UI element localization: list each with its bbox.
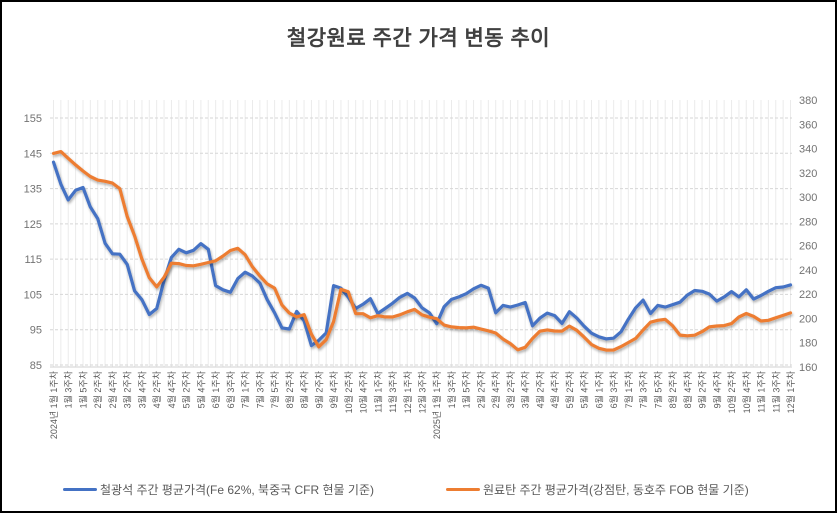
x-axis-tick-label: 11월 1주차 [756, 370, 767, 412]
x-axis-tick-label: 5월 4주차 [579, 370, 590, 408]
x-axis-tick-label: 3월 4주차 [520, 370, 531, 408]
x-axis-tick-label: 11월 1주차 [372, 370, 383, 412]
x-axis-tick-label: 7월 5주차 [269, 370, 280, 408]
x-axis-tick-label: 4월 2주차 [534, 370, 545, 408]
x-axis-tick-label: 10월 2주차 [343, 370, 354, 413]
x-axis-tick-label: 2월 4주차 [490, 370, 501, 408]
x-axis-tick-label: 12월 1주차 [402, 370, 413, 413]
x-axis-tick-label: 6월 3주차 [225, 370, 236, 408]
y-axis-left-tick-label: 95 [30, 325, 42, 337]
x-axis-tick-label: 3월 4주차 [136, 370, 147, 408]
x-axis-tick-label: 10월 4주차 [358, 370, 369, 413]
x-axis-tick-label: 4월 2주차 [151, 370, 162, 408]
y-axis-right-tick-label: 180 [799, 338, 817, 350]
x-axis-tick-label: 9월 2주차 [313, 370, 324, 408]
x-axis-tick-label: 9월 2주차 [697, 370, 708, 408]
y-axis-right-tick-label: 160 [799, 362, 817, 374]
y-axis-right-tick-label: 220 [799, 289, 817, 301]
y-axis-right-tick-label: 260 [799, 241, 817, 253]
y-axis-right-tick-label: 240 [799, 265, 817, 277]
x-axis-tick-label: 10월 2주차 [726, 370, 737, 413]
x-axis-tick-label: 6월 3주차 [608, 370, 619, 408]
x-axis-tick-label: 8월 2주차 [284, 370, 295, 408]
iron-ore-price-line [51, 160, 793, 348]
y-axis-left-tick-label: 155 [24, 113, 42, 125]
x-axis-tick-label: 7월 1주차 [623, 370, 634, 408]
x-axis-tick-label: 1월 3주차 [446, 370, 457, 408]
x-axis-tick-label: 2024년 1월 1주차 [48, 370, 59, 439]
iron-ore-line-swatch-icon [63, 487, 97, 492]
x-axis-tick-label: 7월 5주차 [652, 370, 663, 408]
x-axis-tick-label: 1월 3주차 [63, 370, 74, 408]
x-axis-tick-label: 11월 3주차 [770, 370, 781, 412]
x-axis-tick-label: 4월 4주차 [166, 370, 177, 408]
chart-title: 철강원료 주간 가격 변동 추이 [286, 27, 551, 50]
x-axis-tick-label: 7월 3주차 [254, 370, 265, 408]
x-axis-tick-label: 8월 4주차 [682, 370, 693, 408]
x-axis-tick-label: 1월 5주차 [461, 370, 472, 408]
legend-item-iron-ore: 철광석 주간 평균가격(Fe 62%, 북중국 CFR 현물 기준) [63, 481, 374, 498]
x-axis-tick-label: 6월 1주차 [210, 370, 221, 408]
coking-coal-line-swatch-icon [446, 487, 480, 492]
y-axis-right-tick-label: 360 [799, 119, 817, 131]
x-axis-tick-label: 12월 1주차 [785, 370, 796, 413]
y-axis-right-tick-label: 380 [799, 95, 817, 107]
x-axis-tick-label: 3월 2주차 [505, 370, 516, 408]
x-axis-tick-label: 2월 2주차 [475, 370, 486, 408]
chart-legend: 철광석 주간 평균가격(Fe 62%, 북중국 CFR 현물 기준) 원료탄 주… [2, 481, 835, 501]
x-axis-tick-label: 9월 4주차 [328, 370, 339, 408]
y-axis-right-tick-label: 280 [799, 216, 817, 228]
y-axis-left-tick-label: 145 [24, 148, 42, 160]
x-axis-tick-label: 1월 5주차 [77, 370, 88, 408]
x-axis-tick-label: 2월 2주차 [92, 370, 103, 408]
x-axis-tick-label: 7월 3주차 [638, 370, 649, 408]
x-axis-tick-label: 2월 4주차 [107, 370, 118, 408]
legend-label-coking-coal: 원료탄 주간 평균가격(강점탄, 동호주 FOB 현물 기준) [483, 483, 749, 497]
coking-coal-price-line [51, 150, 793, 352]
x-axis-tick-label: 8월 4주차 [299, 370, 310, 408]
x-axis-tick-label: 7월 1주차 [240, 370, 251, 408]
x-axis-tick-label: 4월 4주차 [549, 370, 560, 408]
x-axis-tick-label: 10월 4주차 [741, 370, 752, 413]
x-axis-tick-label: 11월 3주차 [387, 370, 398, 412]
y-axis-right-tick-label: 300 [799, 192, 817, 204]
x-axis-tick-label: 5월 2주차 [181, 370, 192, 408]
x-axis-tick-label: 8월 2주차 [667, 370, 678, 408]
y-axis-left-tick-label: 85 [30, 360, 42, 372]
x-axis-tick-label: 6월 1주차 [593, 370, 604, 408]
x-axis-tick-label: 9월 4주차 [711, 370, 722, 408]
y-axis-right-tick-label: 320 [799, 168, 817, 180]
x-axis-tick-label: 2025년 1월 1주차 [431, 370, 442, 439]
legend-label-iron-ore: 철광석 주간 평균가격(Fe 62%, 북중국 CFR 현물 기준) [100, 483, 374, 497]
x-axis-tick-label: 12월 3주차 [417, 370, 428, 413]
y-axis-left-tick-label: 125 [24, 219, 42, 231]
legend-item-coking-coal: 원료탄 주간 평균가격(강점탄, 동호주 FOB 현물 기준) [446, 481, 749, 498]
y-axis-left-tick-label: 105 [24, 289, 42, 301]
y-axis-left-tick-label: 115 [24, 254, 42, 266]
y-axis-left-tick-label: 135 [24, 184, 42, 196]
x-axis-tick-label: 5월 4주차 [195, 370, 206, 408]
x-axis-tick-label: 3월 2주차 [122, 370, 133, 408]
y-axis-right-tick-label: 200 [799, 313, 817, 325]
x-axis-tick-label: 5월 2주차 [564, 370, 575, 408]
y-axis-right-tick-label: 340 [799, 144, 817, 156]
